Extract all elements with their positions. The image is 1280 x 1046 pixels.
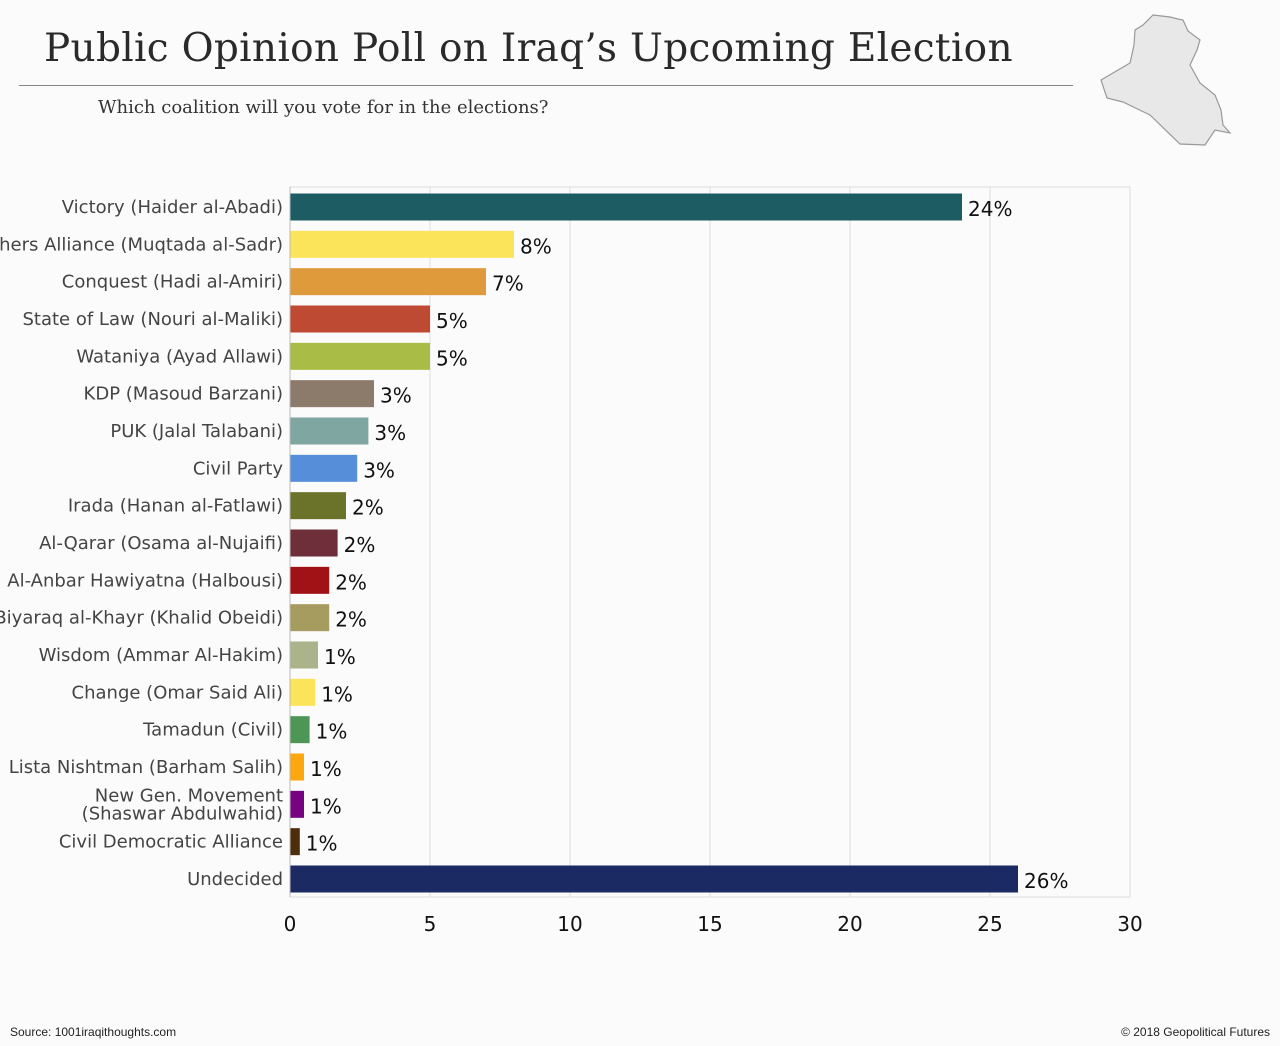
data-label: 1% [310, 794, 342, 818]
data-label: 2% [352, 496, 384, 520]
category-label: Al-Anbar Hawiyatna (Halbousi) [7, 570, 283, 591]
bar [290, 193, 962, 221]
data-label: 7% [492, 272, 524, 296]
bar [290, 566, 330, 594]
bar [290, 268, 486, 296]
category-label: Change (Omar Said Ali) [72, 682, 283, 703]
category-label: Civil Party [193, 458, 283, 479]
bar [290, 492, 346, 520]
data-label: 8% [520, 234, 552, 258]
category-label: Undecided [187, 869, 283, 890]
data-label: 3% [363, 458, 395, 482]
x-tick-label: 25 [977, 912, 1002, 936]
data-label: 1% [310, 757, 342, 781]
data-label: 1% [321, 682, 353, 706]
category-label: KDP (Masoud Barzani) [84, 384, 283, 405]
category-label: Wisdom (Ammar Al-Hakim) [39, 645, 283, 666]
data-label: 5% [436, 309, 468, 333]
data-label: 1% [324, 645, 356, 669]
x-tick-label: 20 [837, 912, 862, 936]
category-label: Conquest (Hadi al-Amiri) [62, 272, 283, 293]
bar [290, 716, 310, 744]
bar [290, 678, 316, 706]
chart-subtitle: Which coalition will you vote for in the… [98, 97, 549, 118]
bar [290, 641, 318, 669]
x-tick-label: 10 [557, 912, 582, 936]
category-label: New Gen. Movement (Shaswar Abdulwahid) [82, 785, 283, 824]
bar [290, 454, 358, 482]
category-label: Al-Qarar (Osama al-Nujaifi) [39, 533, 283, 554]
bar [290, 865, 1018, 893]
category-label: Wataniya (Ayad Allawi) [76, 346, 283, 367]
chart-title: Public Opinion Poll on Iraq’s Upcoming E… [44, 26, 1013, 71]
category-label: Marchers Alliance (Muqtada al-Sadr) [0, 234, 283, 255]
bar [290, 230, 514, 258]
data-label: 2% [335, 570, 367, 594]
x-tick-label: 5 [424, 912, 437, 936]
bar [290, 790, 304, 818]
title-divider [19, 85, 1073, 86]
iraq-map-icon [1100, 14, 1232, 146]
category-label: Irada (Hanan al-Fatlawi) [68, 496, 283, 517]
bar [290, 380, 374, 408]
bar [290, 529, 338, 557]
category-label: PUK (Jalal Talabani) [110, 421, 283, 442]
data-label: 2% [344, 533, 376, 557]
bar [290, 417, 369, 445]
data-label: 26% [1024, 869, 1068, 893]
bar [290, 604, 330, 632]
copyright-note: © 2018 Geopolitical Futures [1121, 1025, 1270, 1039]
x-tick-label: 0 [284, 912, 297, 936]
x-tick-label: 30 [1117, 912, 1142, 936]
data-label: 1% [306, 832, 338, 856]
data-label: 3% [374, 421, 406, 445]
source-note: Source: 1001iraqithoughts.com [10, 1025, 177, 1039]
bar-chart: 0 5 10 15 20 25 30 Victory (Haider al-Abadi) 24%… [0, 186, 1143, 936]
bar [290, 753, 304, 781]
category-label: Lista Nishtman (Barham Salih) [9, 757, 283, 778]
category-label: State of Law (Nouri al-Maliki) [22, 309, 283, 330]
data-label: 3% [380, 384, 412, 408]
data-label: 1% [316, 720, 348, 744]
bar [290, 305, 430, 333]
category-label: Victory (Haider al-Abadi) [62, 197, 283, 218]
data-label: 24% [968, 197, 1012, 221]
category-label: Civil Democratic Alliance [59, 832, 283, 853]
bar [290, 342, 430, 370]
x-tick-label: 15 [697, 912, 722, 936]
data-label: 5% [436, 346, 468, 370]
category-label: Biyaraq al-Khayr (Khalid Obeidi) [0, 608, 283, 629]
data-label: 2% [335, 608, 367, 632]
bar [290, 828, 300, 856]
category-label: Tamadun (Civil) [142, 720, 283, 741]
